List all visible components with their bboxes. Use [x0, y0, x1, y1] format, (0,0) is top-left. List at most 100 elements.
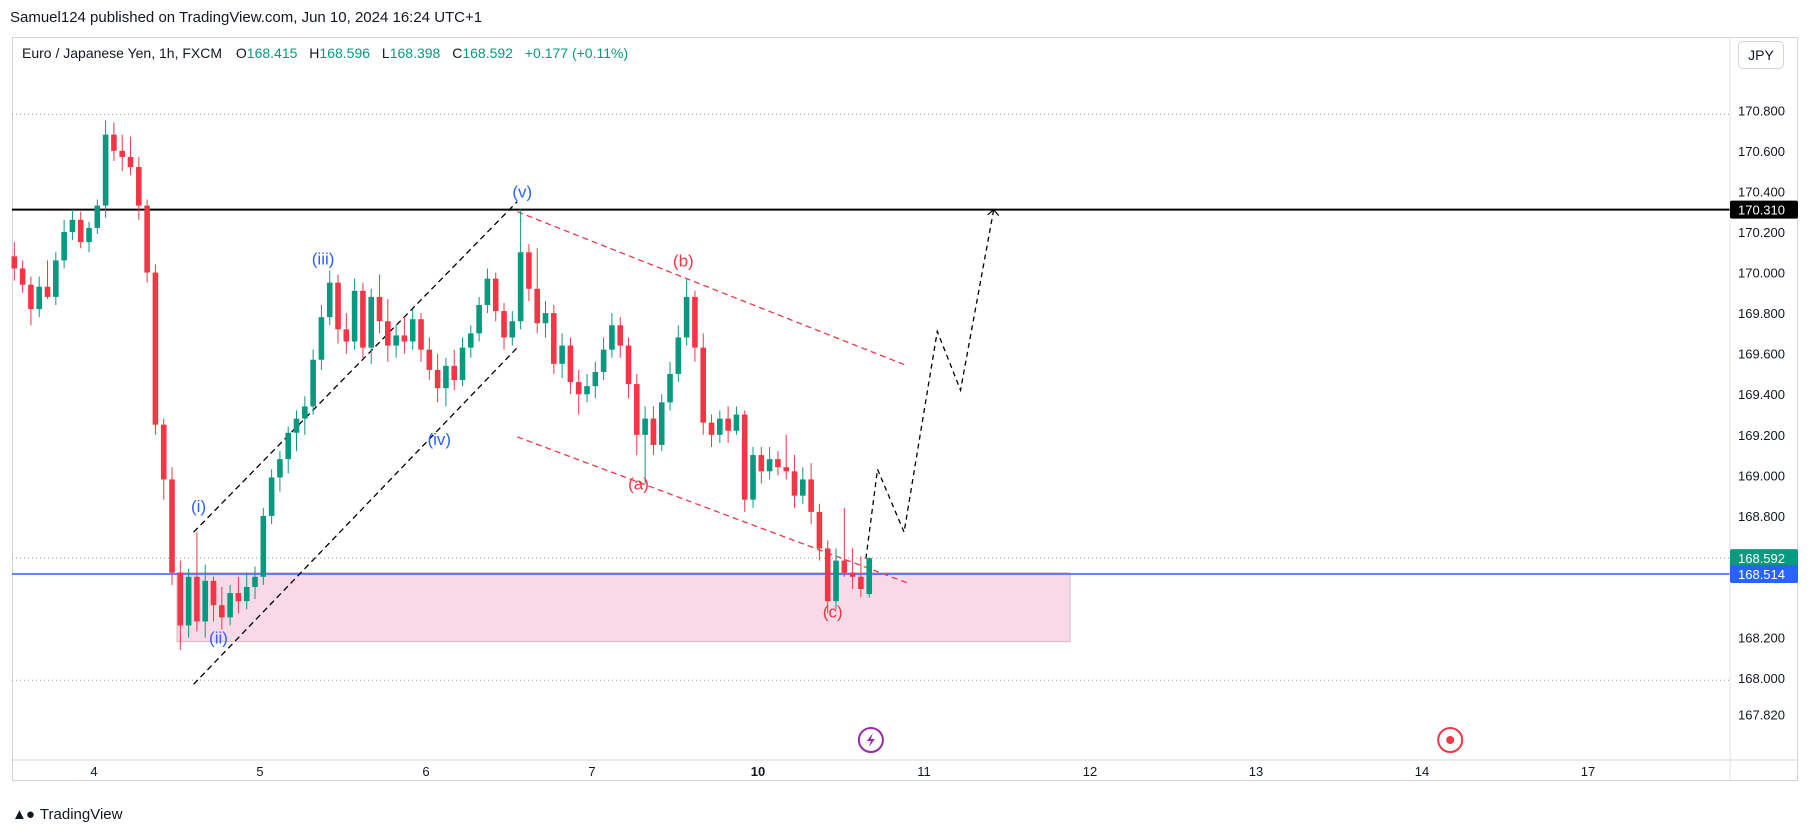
y-tick-label: 170.800	[1738, 103, 1785, 118]
projection-arrowhead	[987, 208, 1000, 217]
candle-body	[194, 576, 200, 622]
candle-body	[426, 349, 433, 370]
candle-body	[592, 371, 599, 387]
candle-body	[567, 345, 574, 383]
candle-body	[800, 479, 806, 496]
lightning-glyph	[866, 733, 875, 747]
candle-body	[451, 365, 458, 381]
candle-body	[368, 296, 375, 348]
price-label-bg	[1730, 200, 1798, 219]
candle-body	[202, 580, 209, 622]
candle-body	[185, 576, 192, 626]
event-markers	[857, 727, 1464, 753]
candle-body	[501, 311, 507, 338]
x-tick-label: 11	[917, 764, 931, 779]
impulse-channel-line	[193, 201, 518, 533]
candle-body	[401, 335, 408, 342]
candle-body	[268, 477, 275, 516]
candle-body	[758, 455, 765, 472]
candle-body	[816, 511, 823, 549]
candle-body	[683, 296, 690, 338]
candles	[11, 120, 873, 650]
publish-header: Samuel124 published on TradingView.com, …	[10, 9, 483, 26]
candle-body	[343, 329, 350, 342]
candle-body	[119, 150, 126, 157]
y-tick-label: 168.800	[1738, 509, 1785, 524]
x-tick-label: 17	[1581, 764, 1595, 779]
y-tick-label: 169.400	[1738, 387, 1785, 402]
y-tick-label: 169.200	[1738, 428, 1785, 443]
candle-body	[160, 424, 167, 480]
candle-body	[791, 471, 798, 496]
candle-body	[360, 290, 366, 348]
candle-body	[509, 321, 516, 338]
candle-body	[94, 205, 101, 228]
candle-body	[28, 284, 34, 310]
candle-body	[335, 282, 341, 330]
candle-body	[434, 369, 441, 389]
candle-body	[376, 296, 383, 322]
x-tick-label: 7	[588, 764, 595, 779]
y-tick-label: 167.820	[1738, 708, 1785, 723]
impulse-channel-line	[193, 347, 518, 685]
candle-body	[69, 219, 76, 232]
candle-body	[277, 459, 283, 478]
candle-body	[351, 290, 358, 342]
high-label: H	[309, 45, 320, 61]
y-tick-label: 168.200	[1738, 631, 1785, 646]
candle-body	[19, 268, 26, 285]
candle-body	[11, 256, 18, 269]
candle-body	[326, 282, 333, 318]
candle-body	[650, 418, 657, 445]
candle-body	[177, 572, 184, 626]
candle-body	[866, 558, 873, 595]
candle-body	[136, 167, 142, 206]
candle-body	[102, 134, 109, 206]
wave-label: (a)	[628, 475, 649, 494]
candle-body	[517, 252, 524, 322]
candle-body	[53, 260, 59, 297]
projection-line	[865, 209, 995, 559]
wave-label: (v)	[512, 183, 532, 202]
correction-channel-line	[517, 211, 908, 367]
chart-frame	[12, 37, 1798, 781]
wave-label: (i)	[191, 497, 206, 516]
correction-channel-line	[517, 436, 908, 584]
candle-body	[642, 418, 648, 435]
x-tick-label: 4	[90, 764, 97, 779]
open-label: O	[235, 45, 247, 61]
symbol-title[interactable]: Euro / Japanese Yen, 1h, FXCM	[22, 45, 223, 61]
candle-body	[210, 580, 217, 606]
x-tick-label: 14	[1415, 764, 1429, 779]
currency-button[interactable]: JPY	[1738, 41, 1784, 69]
x-tick-label: 5	[256, 764, 263, 779]
candle-body	[492, 278, 499, 312]
candle-body	[849, 572, 856, 577]
axes: 170.800 170.600 170.400 170.200 170.000 169.8…	[12, 37, 1798, 781]
y-tick-label: 170.400	[1738, 184, 1785, 199]
candle-body	[227, 593, 233, 618]
candle-body	[551, 313, 557, 364]
close-value: 168.592	[462, 45, 513, 61]
wave-label: (iv)	[427, 430, 451, 449]
candle-body	[625, 345, 632, 385]
wave-label: (ii)	[209, 629, 228, 648]
tradingview-brand[interactable]: ▲● TradingView	[12, 806, 122, 823]
demand-zone-rect	[176, 572, 1071, 643]
candle-body	[717, 418, 723, 435]
demand-zone	[176, 572, 1071, 643]
candle-body	[808, 479, 814, 512]
tradingview-logo-icon: ▲●	[12, 806, 35, 823]
ohlc-legend: Euro / Japanese Yen, 1h, FXCM O168.415 H…	[22, 45, 628, 61]
candle-body	[775, 459, 781, 468]
candle-body	[409, 319, 416, 342]
candle-body	[841, 560, 848, 573]
wave-label: (b)	[673, 251, 694, 270]
y-tick-label: 170.200	[1738, 225, 1785, 240]
candle-body	[44, 286, 51, 297]
candle-body	[634, 384, 640, 435]
candle-body	[783, 467, 790, 472]
candle-body	[385, 321, 391, 346]
wave-labels: (i) (ii) (iii) (iv) (v) (a) (b) (c)	[191, 183, 843, 648]
